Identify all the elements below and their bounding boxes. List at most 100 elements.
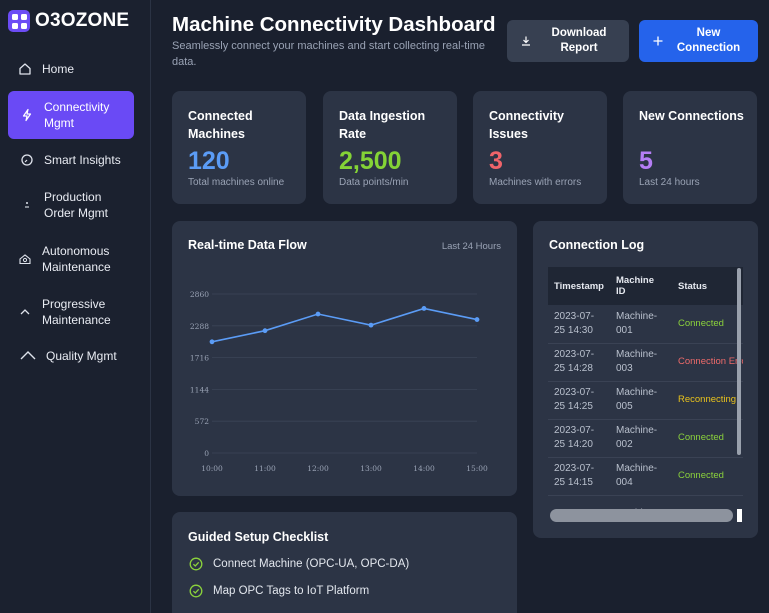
data-flow-chart-card: Real-time Data Flow Last 24 Hours 0 572 11… <box>172 221 517 496</box>
y-tick-label: 2860 <box>190 290 209 299</box>
chart-range-label[interactable]: Last 24 Hours <box>441 241 501 252</box>
logo-grid-icon <box>8 10 30 32</box>
log-title: Connection Log <box>549 238 645 252</box>
page-subtitle: Seamlessly connect your machines and sta… <box>172 40 486 68</box>
cell-timestamp: 2023-07-25 14:15 <box>548 457 610 496</box>
log-vertical-scrollbar[interactable] <box>737 268 741 455</box>
table-row[interactable]: 2023-07-25 14:25 Machine-005 Reconnecting <box>548 381 743 420</box>
table-row[interactable]: 2023-07-25 14:30 Machine-001 Connected <box>548 305 743 344</box>
connection-log-card: Connection Log Timestamp Machine ID Stat… <box>533 221 758 538</box>
sidebar-item-production-order[interactable]: Production Order Mgmt <box>8 188 134 222</box>
lightning-icon <box>20 108 34 122</box>
sidebar: O3OZONE Home Connectivity Mgmt Smart Ins… <box>0 0 151 613</box>
stat-sub: Machines with errors <box>489 177 582 188</box>
table-row[interactable]: 2023-07-25 14:28 Machine-003 Connection Er… <box>548 343 743 382</box>
table-header-row: Timestamp Machine ID Status <box>548 267 743 305</box>
log-table: Timestamp Machine ID Status 2023-07-25 1… <box>548 267 743 509</box>
column-header-machine-id: Machine ID <box>610 267 672 305</box>
stat-value: 5 <box>639 147 653 175</box>
cell-status: Connected <box>672 457 743 496</box>
stat-value: 2,500 <box>339 147 402 175</box>
sidebar-item-label: Connectivity Mgmt <box>44 100 110 130</box>
download-icon <box>519 34 533 48</box>
sidebar-item-autonomous-maintenance[interactable]: Autonomous Maintenance <box>8 242 134 276</box>
sidebar-item-label: Production Order Mgmt <box>44 190 109 220</box>
y-tick-label: 2288 <box>190 322 209 331</box>
cell-machine-id: Machine-005 <box>610 381 672 420</box>
scrollbar-corner <box>737 509 742 522</box>
checklist-item[interactable]: Connect Machine (OPC-UA, OPC-DA) <box>189 557 409 571</box>
sidebar-item-connectivity[interactable]: Connectivity Mgmt <box>8 91 134 139</box>
stat-label: Data Ingestion Rate <box>339 109 426 141</box>
cell-timestamp: 2023-07-25 14:28 <box>548 343 610 382</box>
data-point <box>421 306 427 311</box>
series-line <box>211 307 478 343</box>
download-report-button[interactable]: Download Report <box>507 20 629 62</box>
log-horizontal-scrollbar[interactable] <box>550 509 733 522</box>
x-tick-label: 14:00 <box>413 464 435 473</box>
cell-timestamp: 2023-07- <box>548 495 610 509</box>
data-point <box>315 311 321 317</box>
stat-label: New Connections <box>639 109 744 123</box>
home-icon <box>18 62 32 76</box>
data-point <box>368 322 374 328</box>
setup-checklist-card: Guided Setup Checklist Connect Machine (… <box>172 512 517 613</box>
stat-sub: Total machines online <box>188 177 285 188</box>
chart-title: Real-time Data Flow <box>188 238 307 252</box>
cell-timestamp: 2023-07-25 14:20 <box>548 419 610 458</box>
sidebar-item-quality[interactable]: Quality Mgmt <box>8 347 134 365</box>
y-tick-label: 0 <box>204 449 209 458</box>
cell-timestamp: 2023-07-25 14:25 <box>548 381 610 420</box>
sidebar-item-label: Progressive Maintenance <box>42 297 111 327</box>
sidebar-item-label: Quality Mgmt <box>46 349 117 363</box>
y-tick-label: 1716 <box>190 354 209 363</box>
column-header-timestamp: Timestamp <box>548 267 610 305</box>
cell-machine-id: Machine-002 <box>610 419 672 458</box>
stat-card-connectivity-issues: Connectivity Issues 3 Machines with erro… <box>473 91 607 204</box>
download-report-label: Download Report <box>551 27 607 54</box>
new-connection-label: New Connection <box>676 27 741 54</box>
maintenance-icon <box>18 252 32 266</box>
sidebar-item-progressive-maintenance[interactable]: Progressive Maintenance <box>8 295 134 329</box>
checklist-title: Guided Setup Checklist <box>188 530 329 544</box>
sidebar-item-label: Autonomous Maintenance <box>42 244 111 274</box>
log-table-viewport[interactable]: Timestamp Machine ID Status 2023-07-25 1… <box>548 267 743 509</box>
cell-status: Data Stream <box>672 495 743 509</box>
table-row[interactable]: 2023-07-Machine-Data Stream <box>548 495 743 509</box>
page-title: Machine Connectivity Dashboard <box>172 13 496 36</box>
data-point <box>209 339 215 345</box>
sidebar-item-label: Home <box>42 62 75 76</box>
x-tick-label: 15:00 <box>466 464 488 473</box>
table-row[interactable]: 2023-07-25 14:15 Machine-004 Connected <box>548 457 743 496</box>
cell-timestamp: 2023-07-25 14:30 <box>548 305 610 344</box>
sidebar-item-smart-insights[interactable]: Smart Insights <box>8 151 134 169</box>
x-tick-label: 13:00 <box>360 464 382 473</box>
checklist-item-label: Connect Machine (OPC-UA, OPC-DA) <box>213 558 410 570</box>
chevron-up-icon <box>18 305 32 319</box>
quality-icon <box>20 349 36 363</box>
stat-label: Connectivity Issues <box>489 109 565 141</box>
plus-icon <box>651 34 665 48</box>
brand-name: O3OZONE <box>35 10 130 31</box>
column-header-status: Status <box>672 267 743 305</box>
y-tick-label: 572 <box>195 417 210 426</box>
cell-status: Connected <box>672 305 743 344</box>
table-row[interactable]: 2023-07-25 14:20 Machine-002 Connected <box>548 419 743 458</box>
new-connection-button[interactable]: New Connection <box>639 20 758 62</box>
check-circle-icon <box>189 557 203 571</box>
cell-status: Connection Error <box>672 343 743 382</box>
stat-card-new-connections: New Connections 5 Last 24 hours <box>623 91 757 204</box>
stat-card-data-ingestion: Data Ingestion Rate 2,500 Data points/mi… <box>323 91 457 204</box>
data-point <box>474 317 480 322</box>
stat-label: Connected Machines <box>188 109 253 141</box>
checklist-item[interactable]: Map OPC Tags to IoT Platform <box>189 584 369 598</box>
data-flow-chart: 0 572 1144 1716 2288 2860 10:00 11:00 12:00 13:00… <box>190 290 488 473</box>
cell-machine-id: Machine-003 <box>610 343 672 382</box>
cell-machine-id: Machine-004 <box>610 457 672 496</box>
stat-value: 120 <box>188 147 230 175</box>
x-tick-label: 11:00 <box>254 464 276 473</box>
cell-status: Reconnecting <box>672 381 743 420</box>
sidebar-item-home[interactable]: Home <box>8 60 134 78</box>
brand-logo[interactable]: O3OZONE <box>8 10 129 32</box>
y-tick-label: 1144 <box>190 385 209 394</box>
